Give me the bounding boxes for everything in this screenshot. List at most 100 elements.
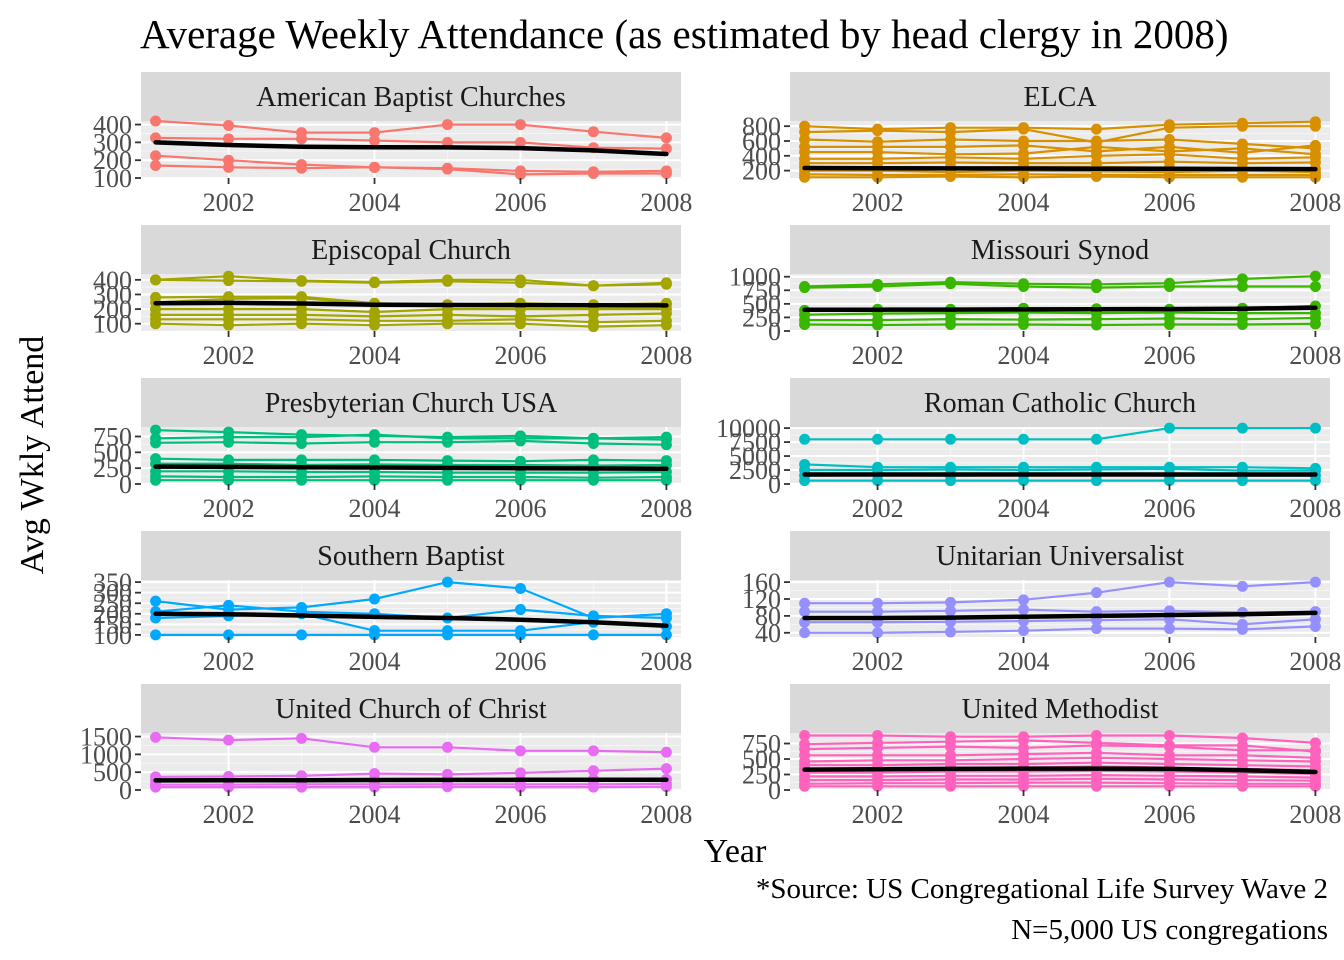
data-point	[150, 318, 162, 330]
data-point	[1090, 780, 1102, 792]
y-tick-label: 100	[93, 621, 132, 650]
data-point	[587, 781, 599, 793]
x-tick-label: 2006	[494, 188, 546, 217]
data-point	[1236, 780, 1248, 792]
series-line	[804, 734, 1316, 744]
y-tick-label: 100	[93, 310, 132, 339]
data-point	[514, 119, 526, 131]
data-point	[369, 741, 381, 753]
y-tick-label: 350	[93, 568, 132, 597]
y-axis-title: Avg Wkly Attend	[14, 336, 51, 575]
data-point	[660, 278, 672, 290]
data-point	[945, 605, 957, 617]
x-tick-label: 2008	[1289, 647, 1341, 676]
y-tick-label: 200	[742, 157, 781, 186]
data-point	[1309, 171, 1321, 183]
strip-label: Roman Catholic Church	[924, 388, 1196, 419]
data-point	[945, 318, 957, 330]
data-point	[1090, 433, 1102, 445]
strip-label: Missouri Synod	[971, 235, 1149, 266]
series-line	[804, 761, 1316, 768]
data-point	[1309, 422, 1321, 434]
data-point	[150, 629, 162, 641]
y-tick-label: 300	[93, 128, 132, 157]
data-point	[1018, 123, 1030, 135]
data-point	[514, 629, 526, 641]
series-line	[155, 767, 667, 778]
panel-background	[790, 274, 1330, 331]
data-point	[223, 436, 235, 448]
strip-background	[141, 378, 681, 427]
x-tick-label: 2002	[852, 341, 904, 370]
strip-background	[790, 531, 1330, 580]
series-line	[155, 308, 667, 314]
y-tick-label: 0	[768, 470, 781, 499]
data-point	[799, 433, 811, 445]
series-line	[804, 781, 1316, 785]
series-line	[804, 756, 1316, 763]
data-point	[872, 627, 884, 639]
data-point	[799, 171, 811, 183]
y-tick-label: 0	[768, 317, 781, 346]
strip-label: United Methodist	[962, 694, 1159, 725]
data-point	[223, 734, 235, 746]
x-tick-label: 2008	[1289, 341, 1341, 370]
data-point	[369, 161, 381, 173]
data-point	[1163, 318, 1175, 330]
data-point	[1090, 141, 1102, 153]
data-point	[441, 163, 453, 175]
data-point	[1163, 576, 1175, 588]
y-tick-label: 200	[93, 146, 132, 175]
data-point	[799, 475, 811, 487]
data-point	[514, 136, 526, 148]
data-point	[296, 162, 308, 174]
data-point	[514, 745, 526, 757]
data-point	[872, 433, 884, 445]
data-point	[587, 321, 599, 333]
y-tick-label: 400	[93, 266, 132, 295]
data-point	[799, 627, 811, 639]
strip-background	[141, 684, 681, 733]
x-tick-label: 2004	[998, 341, 1050, 370]
data-point	[1018, 604, 1030, 616]
data-point	[441, 474, 453, 486]
y-tick-label: 750	[742, 730, 781, 759]
data-point	[587, 745, 599, 757]
data-point	[441, 275, 453, 287]
data-point	[872, 780, 884, 792]
data-point	[1018, 280, 1030, 292]
series-line	[804, 773, 1316, 779]
series-line	[804, 625, 1316, 634]
series-line	[804, 153, 1316, 160]
data-point	[660, 474, 672, 486]
data-point	[1018, 594, 1030, 606]
y-tick-label: 250	[742, 761, 781, 790]
data-point	[945, 780, 957, 792]
data-point	[369, 319, 381, 331]
series-line	[155, 736, 667, 754]
x-tick-label: 2008	[1289, 800, 1341, 829]
data-point	[441, 629, 453, 641]
y-tick-label: 250	[742, 303, 781, 332]
data-point	[660, 746, 672, 758]
data-point	[150, 437, 162, 449]
data-point	[1236, 318, 1248, 330]
trend-line	[153, 140, 669, 157]
data-point	[799, 729, 811, 741]
x-tick-label: 2006	[494, 341, 546, 370]
series-line	[804, 125, 1316, 144]
x-axis-title: Year	[704, 833, 767, 870]
data-point	[1018, 780, 1030, 792]
y-tick-label: 100	[93, 164, 132, 193]
series-line	[155, 782, 667, 786]
series-line	[804, 744, 1316, 752]
y-tick-label: 80	[755, 602, 781, 631]
trend-line	[153, 300, 669, 308]
strip-label: American Baptist Churches	[256, 82, 565, 113]
x-tick-label: 2006	[494, 647, 546, 676]
x-tick-label: 2006	[494, 800, 546, 829]
